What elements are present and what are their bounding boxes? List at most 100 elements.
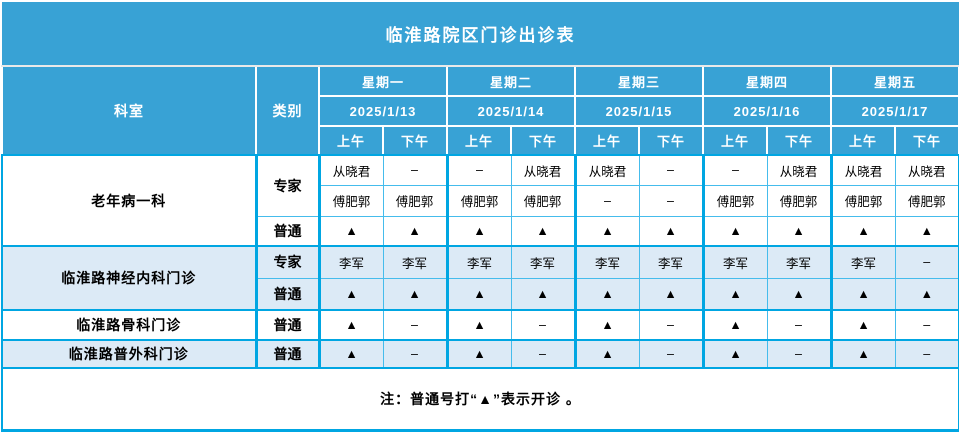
schedule-cell: ▲ bbox=[317, 215, 384, 247]
schedule-cell: ▲ bbox=[894, 277, 959, 311]
schedule-cell: 傅肥郭 bbox=[445, 184, 512, 217]
type-cell: 专家 bbox=[254, 154, 321, 217]
schedule-cell: ▲ bbox=[829, 215, 896, 247]
schedule-cell: ▲ bbox=[445, 339, 512, 369]
dept-name-cell: 临淮路普外科门诊 bbox=[1, 339, 258, 369]
schedule-cell: ▲ bbox=[573, 215, 640, 247]
schedule-cell: ▲ bbox=[445, 309, 512, 341]
schedule-cell: 李军 bbox=[510, 245, 576, 279]
am-header: 上午 bbox=[446, 125, 512, 156]
schedule-cell: 李军 bbox=[573, 245, 640, 279]
schedule-cell: ▲ bbox=[829, 277, 896, 311]
dept-name-cell: 临淮路骨科门诊 bbox=[1, 309, 258, 341]
schedule-cell: ▲ bbox=[382, 215, 448, 247]
schedule-cell: ▲ bbox=[317, 309, 384, 341]
pm-header: 下午 bbox=[894, 125, 959, 156]
schedule-cell: 傅肥郭 bbox=[510, 184, 576, 217]
schedule-cell: ▲ bbox=[445, 215, 512, 247]
date-header-mon: 2025/1/13 bbox=[318, 95, 448, 127]
schedule-cell: 从晓君 bbox=[766, 154, 832, 186]
schedule-cell: ▲ bbox=[894, 215, 959, 247]
type-cell: 普通 bbox=[254, 309, 321, 341]
schedule-cell: – bbox=[382, 154, 448, 186]
am-header: 上午 bbox=[574, 125, 640, 156]
weekday-header-mon: 星期一 bbox=[318, 65, 448, 97]
type-column-header: 类别 bbox=[255, 65, 320, 156]
schedule-cell: 从晓君 bbox=[829, 154, 896, 186]
weekday-header-wed: 星期三 bbox=[574, 65, 704, 97]
schedule-cell: – bbox=[894, 339, 959, 369]
schedule-cell: 李军 bbox=[766, 245, 832, 279]
schedule-cell: ▲ bbox=[510, 215, 576, 247]
schedule-cell: ▲ bbox=[317, 339, 384, 369]
schedule-cell: – bbox=[766, 339, 832, 369]
schedule-cell: 李军 bbox=[829, 245, 896, 279]
schedule-cell: – bbox=[382, 309, 448, 341]
schedule-cell: ▲ bbox=[701, 309, 768, 341]
schedule-cell: ▲ bbox=[382, 277, 448, 311]
date-header-fri: 2025/1/17 bbox=[830, 95, 959, 127]
schedule-cell: – bbox=[638, 339, 704, 369]
schedule-cell: 李军 bbox=[638, 245, 704, 279]
schedule-cell: ▲ bbox=[638, 215, 704, 247]
type-cell: 普通 bbox=[254, 215, 321, 247]
schedule-cell: 李军 bbox=[445, 245, 512, 279]
schedule-sheet: 临淮路院区门诊出诊表 科室 类别 星期一 星期二 星期三 星期四 星期五 202… bbox=[1, 2, 959, 432]
schedule-cell: ▲ bbox=[638, 277, 704, 311]
schedule-cell: – bbox=[894, 245, 959, 279]
schedule-cell: 傅肥郭 bbox=[829, 184, 896, 217]
pm-header: 下午 bbox=[766, 125, 832, 156]
schedule-cell: – bbox=[894, 309, 959, 341]
type-cell: 普通 bbox=[254, 277, 321, 311]
weekday-header-fri: 星期五 bbox=[830, 65, 959, 97]
schedule-cell: – bbox=[638, 309, 704, 341]
schedule-cell: – bbox=[382, 339, 448, 369]
type-cell: 普通 bbox=[254, 339, 321, 369]
schedule-cell: ▲ bbox=[317, 277, 384, 311]
schedule-cell: ▲ bbox=[510, 277, 576, 311]
schedule-cell: ▲ bbox=[573, 309, 640, 341]
schedule-cell: – bbox=[638, 154, 704, 186]
weekday-header-thu: 星期四 bbox=[702, 65, 832, 97]
date-header-wed: 2025/1/15 bbox=[574, 95, 704, 127]
schedule-cell: 从晓君 bbox=[573, 154, 640, 186]
am-header: 上午 bbox=[318, 125, 384, 156]
schedule-cell: ▲ bbox=[701, 277, 768, 311]
schedule-cell: – bbox=[510, 309, 576, 341]
schedule-cell: 傅肥郭 bbox=[317, 184, 384, 217]
schedule-cell: 从晓君 bbox=[317, 154, 384, 186]
table-title: 临淮路院区门诊出诊表 bbox=[2, 2, 959, 67]
schedule-cell: – bbox=[638, 184, 704, 217]
schedule-cell: – bbox=[445, 154, 512, 186]
date-header-thu: 2025/1/16 bbox=[702, 95, 832, 127]
schedule-cell: ▲ bbox=[829, 339, 896, 369]
schedule-note: 注：普通号打“▲”表示开诊 。 bbox=[1, 367, 959, 432]
date-header-tue: 2025/1/14 bbox=[446, 95, 576, 127]
schedule-table: 临淮路院区门诊出诊表 科室 类别 星期一 星期二 星期三 星期四 星期五 202… bbox=[1, 2, 959, 432]
schedule-cell: ▲ bbox=[766, 277, 832, 311]
dept-name-cell: 老年病一科 bbox=[1, 154, 258, 247]
schedule-cell: ▲ bbox=[766, 215, 832, 247]
schedule-cell: ▲ bbox=[573, 339, 640, 369]
schedule-cell: ▲ bbox=[573, 277, 640, 311]
schedule-cell: – bbox=[510, 339, 576, 369]
schedule-cell: ▲ bbox=[701, 339, 768, 369]
schedule-cell: ▲ bbox=[445, 277, 512, 311]
schedule-cell: ▲ bbox=[829, 309, 896, 341]
schedule-cell: 李军 bbox=[317, 245, 384, 279]
dept-column-header: 科室 bbox=[1, 65, 257, 156]
weekday-header-tue: 星期二 bbox=[446, 65, 576, 97]
schedule-cell: 傅肥郭 bbox=[382, 184, 448, 217]
type-cell: 专家 bbox=[254, 245, 321, 279]
schedule-cell: – bbox=[573, 184, 640, 217]
schedule-cell: 傅肥郭 bbox=[766, 184, 832, 217]
am-header: 上午 bbox=[830, 125, 896, 156]
pm-header: 下午 bbox=[638, 125, 704, 156]
schedule-cell: 从晓君 bbox=[894, 154, 959, 186]
schedule-cell: ▲ bbox=[701, 215, 768, 247]
schedule-cell: 从晓君 bbox=[510, 154, 576, 186]
schedule-cell: 傅肥郭 bbox=[894, 184, 959, 217]
schedule-cell: – bbox=[766, 309, 832, 341]
schedule-cell: 李军 bbox=[701, 245, 768, 279]
dept-name-cell: 临淮路神经内科门诊 bbox=[1, 245, 258, 311]
